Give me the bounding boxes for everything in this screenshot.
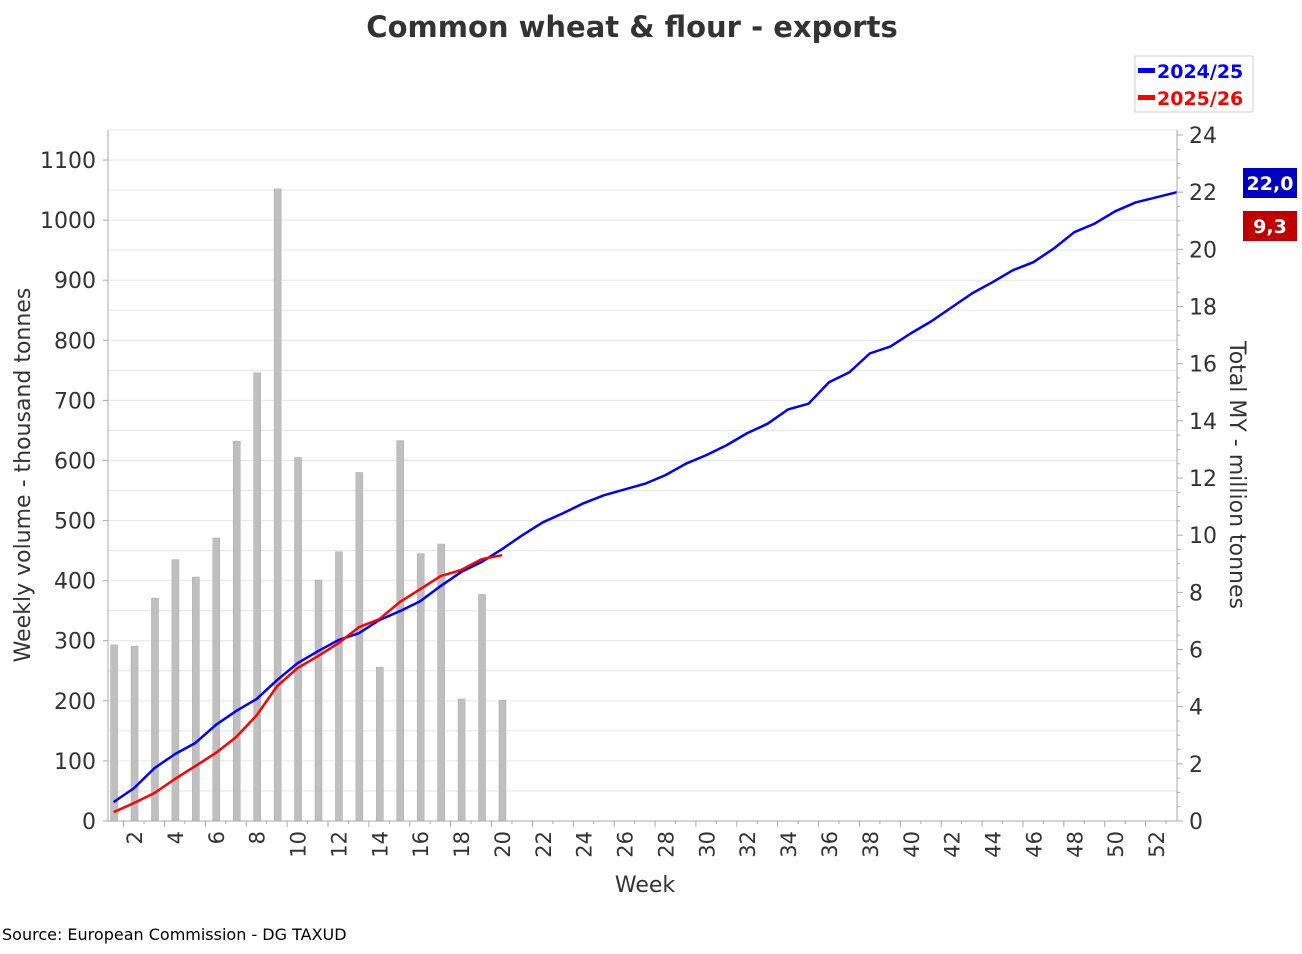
bar-week-12	[335, 551, 343, 822]
y-left-tick-label: 400	[54, 570, 96, 595]
bar-week-19	[478, 594, 486, 822]
bar-week-9	[273, 188, 282, 822]
x-tick-label: 32	[736, 831, 760, 858]
y-right-tick-label: 8	[1189, 581, 1203, 606]
x-tick-label: 26	[614, 831, 638, 858]
end-label-2024-25: 22,0	[1247, 173, 1294, 195]
y-right-tick-label: 6	[1189, 639, 1203, 664]
end-label-bg-2024-25	[1243, 168, 1297, 198]
axes: 0100200300400500600700800900100011000246…	[40, 124, 1217, 858]
bar-week-14	[376, 666, 384, 822]
bar-week-11	[314, 579, 323, 822]
bar-week-8	[253, 372, 261, 822]
line-series-2024-25	[112, 190, 1178, 804]
x-tick-label: 38	[859, 831, 883, 858]
x-tick-label: 44	[982, 831, 1006, 858]
end-label-bg-2025-26	[1243, 211, 1297, 241]
y-left-tick-label: 700	[54, 389, 96, 414]
y-left-tick-label: 100	[54, 750, 96, 775]
bar-week-10	[294, 457, 302, 822]
bar-week-7	[232, 441, 241, 822]
x-tick-label: 12	[327, 831, 351, 858]
bar-week-5	[192, 576, 200, 822]
chart-title: Common wheat & flour - exports	[366, 10, 897, 44]
y-right-tick-label: 12	[1189, 467, 1217, 492]
y-right-tick-label: 10	[1189, 524, 1217, 549]
end-value-labels: 22,0 9,3	[1243, 168, 1297, 241]
legend-label-2024-25: 2024/25	[1157, 61, 1243, 83]
x-tick-label: 42	[941, 831, 965, 858]
x-tick-label: 40	[900, 831, 924, 858]
x-tick-label: 18	[450, 831, 474, 858]
y-right-tick-label: 16	[1189, 353, 1217, 378]
x-tick-label: 46	[1022, 831, 1046, 858]
bar-week-18	[457, 698, 466, 822]
legend: 2024/25 2025/26	[1134, 55, 1254, 113]
bar-week-3	[151, 597, 159, 822]
x-tick-label: 14	[368, 831, 392, 858]
x-tick-label: 50	[1104, 831, 1128, 858]
source-note: Source: European Commission - DG TAXUD	[2, 925, 347, 944]
gridlines	[108, 129, 1177, 792]
y-left-tick-label: 500	[54, 510, 96, 535]
y-right-tick-label: 24	[1189, 124, 1217, 149]
bar-week-16	[416, 553, 425, 822]
lines	[112, 190, 1178, 814]
y-left-tick-label: 800	[54, 329, 96, 354]
y-right-tick-label: 20	[1189, 238, 1217, 263]
line-series-2025-26	[113, 553, 503, 814]
y-left-tick-label: 600	[54, 449, 96, 474]
y-left-tick-label: 300	[54, 630, 96, 655]
legend-swatch-2025-26	[1138, 95, 1155, 100]
y-right-tick-label: 2	[1189, 753, 1203, 778]
bar-week-1	[110, 644, 118, 822]
x-tick-label: 22	[532, 831, 556, 858]
bar-week-20	[498, 699, 507, 822]
x-tick-label: 6	[205, 831, 229, 844]
bar-week-13	[355, 472, 364, 822]
legend-swatch-2024-25	[1138, 68, 1155, 73]
y-axis-right-label: Total MY - million tonnes	[1224, 340, 1249, 609]
y-right-tick-label: 0	[1189, 810, 1203, 835]
bar-week-6	[212, 537, 221, 822]
x-tick-label: 34	[777, 831, 801, 858]
x-tick-label: 30	[695, 831, 719, 858]
y-left-tick-label: 200	[54, 690, 96, 715]
x-tick-label: 2	[123, 831, 147, 844]
bars	[110, 188, 507, 822]
x-tick-label: 48	[1063, 831, 1087, 858]
x-tick-label: 4	[164, 831, 188, 844]
y-axis-left-label: Weekly volume - thousand tonnes	[11, 288, 36, 663]
x-tick-label: 24	[573, 831, 597, 858]
bar-week-15	[396, 440, 405, 822]
x-axis-label: Week	[615, 873, 676, 898]
x-tick-label: 8	[246, 831, 270, 844]
y-left-tick-label: 1000	[40, 209, 96, 234]
end-label-2025-26: 9,3	[1253, 216, 1287, 238]
x-tick-label: 20	[491, 831, 515, 858]
y-right-tick-label: 4	[1189, 696, 1203, 721]
y-right-tick-label: 22	[1189, 181, 1217, 206]
y-left-tick-label: 1100	[40, 149, 96, 174]
y-left-tick-label: 900	[54, 269, 96, 294]
y-right-tick-label: 18	[1189, 296, 1217, 321]
x-tick-label: 52	[1145, 831, 1169, 858]
x-tick-label: 28	[654, 831, 678, 858]
x-tick-label: 10	[287, 831, 311, 858]
y-left-tick-label: 0	[82, 810, 96, 835]
x-tick-label: 16	[409, 831, 433, 858]
legend-label-2025-26: 2025/26	[1157, 88, 1243, 110]
bar-week-2	[130, 645, 139, 822]
y-right-tick-label: 14	[1189, 410, 1217, 435]
x-tick-label: 36	[818, 831, 842, 858]
